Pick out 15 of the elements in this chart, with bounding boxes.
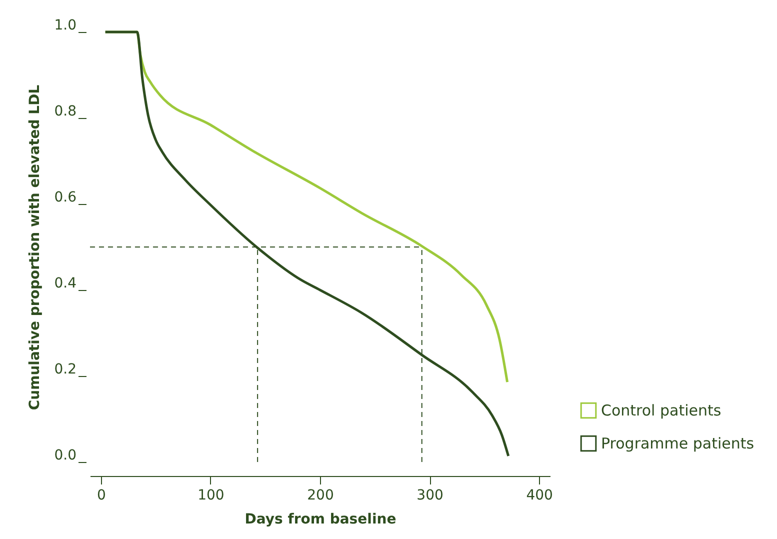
y-tick-label: 0.0 <box>54 448 76 464</box>
x-tick-label: 200 <box>307 488 334 504</box>
x-tick-label: 0 <box>96 488 106 504</box>
y-tick-label: 0.4 <box>54 276 77 292</box>
x-tick-label: 300 <box>416 488 444 504</box>
x-axis-title: Days from baseline <box>244 512 396 528</box>
y-tick-label: 0.6 <box>54 190 77 206</box>
legend-label: Programme patients <box>601 434 754 452</box>
y-axis-title: Cumulative proportion with elevated LDL <box>27 84 44 410</box>
x-tick-label: 400 <box>526 488 553 504</box>
x-tick-label: 100 <box>198 488 224 504</box>
y-tick-label: 0.8 <box>54 104 76 120</box>
y-tick-label: 1.0 <box>54 18 76 34</box>
y-tick-label: 0.2 <box>54 362 76 378</box>
legend-label: Control patients <box>601 402 722 420</box>
